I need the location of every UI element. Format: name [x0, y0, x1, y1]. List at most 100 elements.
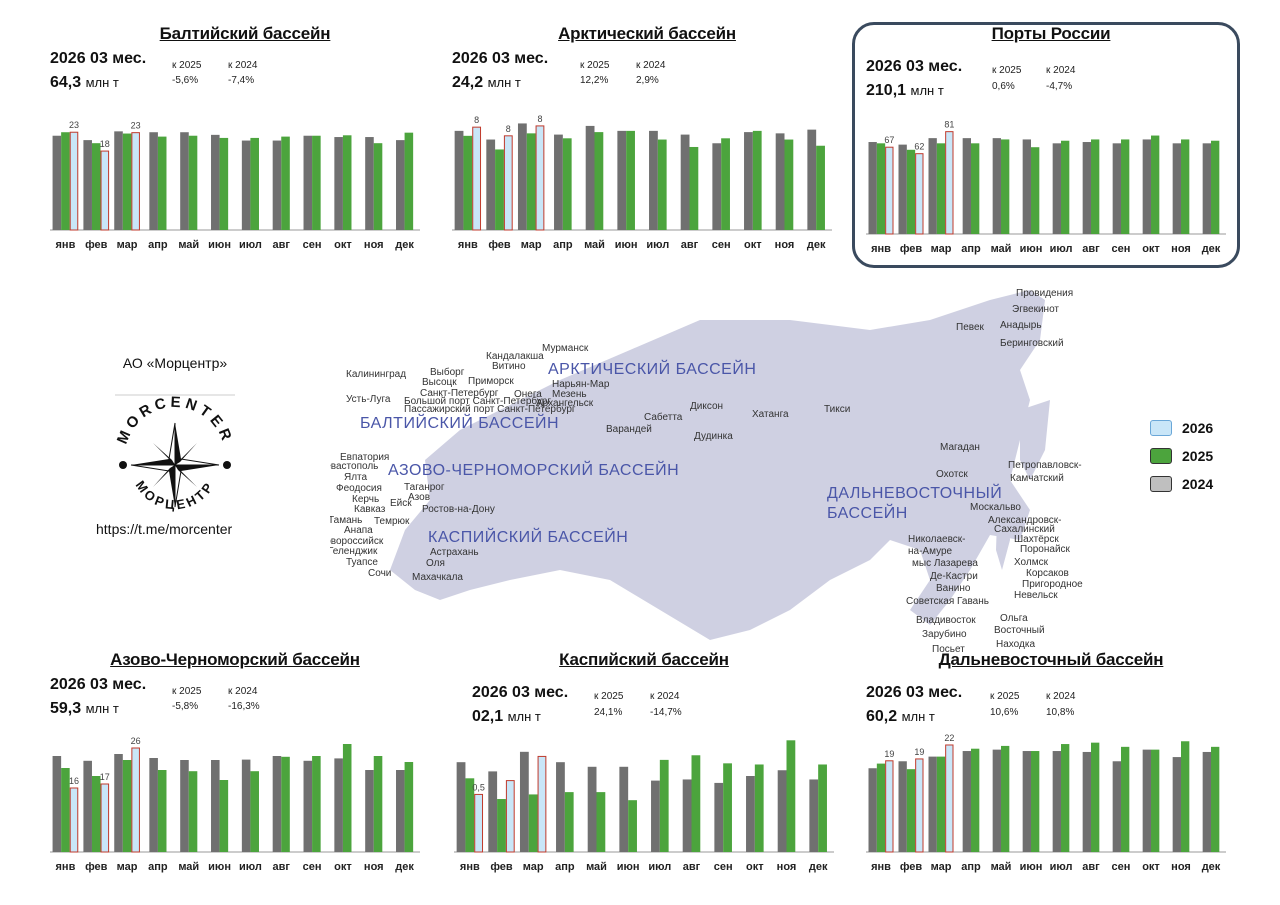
- bar-2025: [1181, 741, 1190, 852]
- bar-2025: [219, 780, 229, 852]
- city-label: Усть-Луга: [346, 394, 391, 405]
- city-label: Беринговский: [1000, 338, 1064, 349]
- bar-2024: [211, 134, 220, 230]
- month-tick-label: сен: [712, 239, 731, 251]
- company-logo-block: АО «Морцентр» MORCENTER МОРЦЕНТР: [95, 355, 255, 530]
- city-label: Эгвекинот: [1012, 304, 1059, 315]
- city-label: Камчатский: [1010, 473, 1064, 484]
- volume-number: 02,1: [472, 708, 504, 725]
- bar-2024: [303, 760, 313, 852]
- city-label: Витино: [492, 361, 526, 372]
- basin-label-azov-black-sea: АЗОВО-ЧЕРНОМОРСКИЙ БАССЕЙН: [388, 460, 679, 479]
- bar-2025: [1151, 749, 1160, 852]
- highlight-frame: [852, 22, 1240, 268]
- bar-2025: [626, 130, 635, 230]
- telegram-link[interactable]: https://t.me/morcenter: [96, 521, 233, 537]
- legend: 2026 2025 2024: [1150, 420, 1213, 504]
- bar-2025: [906, 149, 916, 234]
- bar-2025: [906, 769, 916, 852]
- bar-2024: [585, 125, 595, 230]
- legend-item-2024: 2024: [1150, 476, 1213, 492]
- basin-label-baltic: БАЛТИЙСКИЙ БАССЕЙН: [360, 413, 559, 432]
- sakhalin-shape: [996, 480, 1010, 570]
- bar-2025: [342, 744, 352, 852]
- volume-value: 64,3 млн т: [50, 74, 119, 92]
- month-tick-label: июн: [615, 239, 638, 251]
- month-tick-label: май: [586, 861, 607, 873]
- bar-2025: [971, 143, 980, 234]
- volume-value: 24,2 млн т: [452, 74, 521, 92]
- month-tick-label: дек: [1202, 243, 1221, 255]
- russia-ports-map: АРКТИЧЕСКИЙ БАССЕЙН БАЛТИЙСКИЙ БАССЕЙН А…: [330, 288, 1083, 655]
- city-label: Александровск-: [988, 515, 1062, 526]
- vs2025-label: к 2025: [580, 60, 610, 71]
- bar-2024: [365, 137, 374, 230]
- chart-title: Дальневосточный бассейн: [938, 650, 1164, 669]
- bar-2025: [312, 756, 321, 852]
- bar-2024: [454, 130, 464, 230]
- chart-title: Балтийский бассейн: [159, 24, 331, 43]
- bar-2025: [594, 132, 604, 230]
- month-tick-label: ноя: [1171, 243, 1191, 255]
- bar-chart-far-east: 19 янв 19 фев 22 мар апр май июн июл авг сен окт ноя д…: [866, 733, 1226, 873]
- chart-panel-caspian: Каспийский бассейн 2026 03 мес. 02,1 млн…: [454, 650, 834, 890]
- vs2025-value: 24,1%: [594, 707, 623, 718]
- month-tick-label: май: [991, 243, 1012, 255]
- month-tick-label: мар: [931, 861, 952, 873]
- bar-2024: [149, 758, 158, 852]
- chart-panel-arctic: Арктический бассейн 2026 03 мес. 24,2 мл…: [452, 24, 842, 264]
- volume-number: 59,3: [50, 700, 82, 717]
- bar-2024: [1202, 143, 1211, 234]
- bar-2025: [562, 138, 572, 230]
- city-label: Таганрог: [404, 482, 445, 493]
- legend-item-2025: 2025: [1150, 448, 1213, 464]
- volume-value: 210,1 млн т: [866, 82, 944, 100]
- bar-2026: [474, 793, 484, 853]
- compass-star: [119, 422, 231, 508]
- vs2025-label: к 2025: [172, 686, 202, 697]
- bar-2025: [1031, 147, 1040, 234]
- city-label: Невельск: [1014, 590, 1058, 601]
- month-tick-label: июл: [239, 239, 262, 251]
- vs2024-value: 10,8%: [1046, 707, 1075, 718]
- bar-2024: [962, 751, 971, 852]
- bar-2024: [992, 138, 1001, 234]
- bar-2024: [1172, 757, 1181, 852]
- bar-2025: [1181, 139, 1190, 234]
- bar-2024: [52, 135, 62, 230]
- legend-swatch-2025: [1150, 448, 1172, 464]
- period-label: 2026 03 мес.: [452, 50, 549, 67]
- bar-2025: [526, 133, 536, 230]
- vs2025-label: к 2025: [992, 65, 1022, 76]
- company-name: АО «Морцентр»: [122, 355, 228, 371]
- legend-label: 2026: [1182, 420, 1214, 436]
- volume-number: 60,2: [866, 708, 898, 725]
- russia-land-shape: [390, 290, 1045, 640]
- month-tick-label: окт: [1142, 861, 1160, 873]
- city-label: Посьет: [932, 644, 965, 655]
- bar-2025: [188, 771, 198, 852]
- city-label: Туапсе: [346, 557, 378, 568]
- data-label-2026: 23: [69, 120, 79, 130]
- chart-title: Арктический бассейн: [558, 24, 736, 43]
- month-tick-label: сен: [303, 239, 322, 251]
- bar-2024: [1022, 139, 1031, 234]
- vs2025-value: -5,6%: [172, 75, 199, 86]
- bar-2025: [876, 763, 886, 852]
- bar-2026: [915, 153, 924, 235]
- vs2024-label: к 2024: [636, 60, 666, 71]
- city-label: Санкт-Петербург: [420, 387, 499, 399]
- city-label: Варандей: [606, 424, 652, 435]
- city-label: Кавказ: [354, 504, 386, 515]
- volume-unit: млн т: [85, 701, 119, 716]
- month-tick-label: ноя: [1171, 861, 1191, 873]
- bar-2025: [122, 760, 132, 852]
- bar-2024: [114, 131, 123, 230]
- city-label: Поронайск: [1020, 544, 1071, 555]
- bar-2025: [404, 762, 414, 852]
- bar-2025: [122, 133, 132, 230]
- bar-2024: [746, 776, 755, 852]
- bar-2025: [1061, 744, 1070, 852]
- city-label: Мезень: [552, 389, 587, 400]
- legend-swatch-2024: [1150, 476, 1172, 492]
